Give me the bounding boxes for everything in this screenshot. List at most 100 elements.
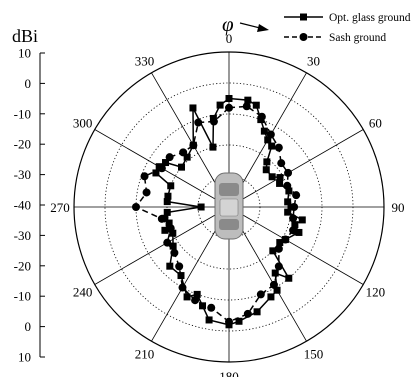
angle-label: 180 bbox=[219, 369, 239, 377]
data-point bbox=[209, 117, 218, 126]
data-point bbox=[157, 214, 166, 223]
car-icon bbox=[214, 172, 244, 240]
data-point bbox=[290, 203, 299, 211]
data-point bbox=[276, 174, 284, 182]
data-point bbox=[175, 262, 184, 271]
radial-tick-label: -10 bbox=[14, 106, 31, 121]
unit-label: dBi bbox=[12, 26, 38, 46]
angle-label: 330 bbox=[135, 54, 155, 69]
grid-spoke bbox=[228, 129, 364, 208]
data-point bbox=[163, 238, 172, 247]
data-point bbox=[163, 208, 171, 216]
data-point bbox=[292, 191, 301, 200]
data-point bbox=[169, 229, 177, 237]
data-point bbox=[269, 280, 278, 289]
data-point bbox=[267, 293, 275, 301]
data-point bbox=[165, 219, 173, 227]
data-point bbox=[183, 153, 191, 161]
data-point bbox=[285, 187, 293, 195]
data-point bbox=[163, 198, 171, 206]
data-point bbox=[152, 169, 160, 177]
data-point bbox=[262, 166, 270, 174]
data-point bbox=[274, 143, 283, 152]
radial-tick-label: 0 bbox=[25, 76, 32, 91]
legend-marker bbox=[300, 13, 307, 21]
angle-label: 150 bbox=[304, 346, 324, 361]
grid-spoke bbox=[94, 206, 230, 285]
data-point bbox=[263, 158, 271, 166]
data-point bbox=[169, 242, 177, 250]
data-point bbox=[197, 203, 205, 211]
data-point bbox=[189, 104, 197, 112]
data-point bbox=[183, 293, 191, 301]
data-point bbox=[165, 153, 174, 162]
data-point bbox=[179, 148, 188, 157]
legend-label: Opt. glass ground bbox=[329, 12, 411, 24]
data-point bbox=[194, 118, 203, 127]
angle-label: 270 bbox=[50, 200, 70, 215]
data-point bbox=[289, 226, 298, 235]
radial-tick-label: 10 bbox=[18, 46, 31, 61]
data-point bbox=[161, 226, 169, 234]
data-point bbox=[281, 235, 290, 244]
arrow-right-icon bbox=[257, 24, 269, 32]
phi-indicator: φ bbox=[222, 12, 269, 36]
angle-label: 120 bbox=[366, 285, 386, 300]
data-point bbox=[166, 262, 174, 270]
data-point bbox=[191, 296, 200, 305]
data-point bbox=[235, 317, 243, 325]
radial-tick-label: -30 bbox=[14, 167, 31, 182]
data-point bbox=[225, 317, 233, 326]
data-point bbox=[207, 303, 216, 312]
data-point bbox=[284, 198, 292, 206]
data-point bbox=[268, 173, 276, 181]
data-point bbox=[166, 224, 175, 233]
data-point bbox=[157, 164, 166, 173]
data-point bbox=[225, 95, 233, 102]
grid-spoke bbox=[228, 206, 364, 285]
series-layer bbox=[132, 95, 306, 329]
data-point bbox=[199, 302, 207, 310]
angle-label: 30 bbox=[307, 54, 320, 69]
data-point bbox=[242, 102, 251, 111]
data-point bbox=[276, 179, 284, 187]
angle-label: 60 bbox=[369, 116, 382, 131]
data-point bbox=[252, 101, 260, 109]
data-point bbox=[170, 248, 179, 257]
angle-label: 240 bbox=[73, 285, 93, 300]
radial-tick-label: 0 bbox=[25, 319, 32, 334]
data-point bbox=[216, 101, 224, 109]
legend: Opt. glass ground Sash ground bbox=[284, 12, 411, 44]
data-point bbox=[284, 168, 293, 177]
data-point bbox=[277, 159, 286, 168]
data-point bbox=[178, 163, 186, 171]
angle-labels: 0 30 60 90 120 150 180 210 240 270 300 330 bbox=[50, 31, 404, 377]
data-point bbox=[142, 188, 151, 197]
data-point bbox=[295, 228, 303, 236]
data-point bbox=[273, 286, 281, 294]
data-point bbox=[298, 216, 306, 224]
data-point bbox=[268, 142, 276, 150]
radial-tick-label: -30 bbox=[14, 228, 31, 243]
data-point bbox=[193, 290, 201, 298]
data-point bbox=[274, 262, 283, 271]
data-point bbox=[283, 181, 292, 190]
data-point bbox=[289, 214, 298, 223]
data-point bbox=[244, 96, 252, 104]
data-point bbox=[253, 308, 261, 316]
data-point bbox=[209, 143, 217, 151]
radial-tick-label: 10 bbox=[18, 350, 31, 365]
radial-tick-label: -20 bbox=[14, 258, 31, 273]
legend-label: Sash ground bbox=[329, 32, 386, 44]
angle-label: 210 bbox=[135, 346, 155, 361]
data-point bbox=[189, 141, 198, 150]
data-point bbox=[167, 182, 175, 190]
data-point bbox=[266, 130, 275, 139]
data-point bbox=[271, 269, 279, 277]
data-point bbox=[256, 290, 265, 299]
data-point bbox=[274, 244, 283, 253]
data-point bbox=[140, 172, 149, 181]
data-point bbox=[269, 247, 277, 255]
